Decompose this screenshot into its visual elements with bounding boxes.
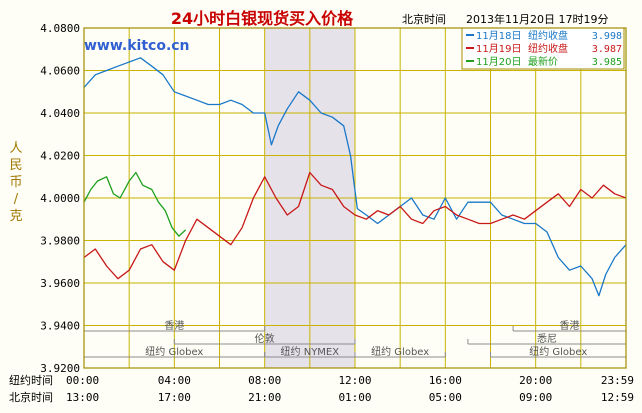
market-label: 纽约 NYMEX (281, 345, 340, 358)
legend-date: 11月19日 (476, 43, 521, 55)
y-tick-label: 3.9800 (40, 235, 80, 248)
y-tick-label: 4.0000 (40, 192, 80, 205)
market-label: 悉尼 (537, 333, 557, 345)
legend: 11月18日 纽约收盘 3.998 11月19日 纽约收盘 3.987 11月20日 最新价 3… (461, 27, 625, 70)
legend-label: 纽约收盘 (528, 42, 568, 55)
x-tick-label: 08:00 (248, 374, 281, 387)
y-tick-label: 4.0200 (40, 150, 80, 163)
y-axis-label-char: / (14, 192, 19, 207)
chart-title: 24小时白银现货买入价格 (171, 9, 354, 28)
y-axis-label: 人民币 / 克 (9, 141, 22, 224)
legend-value: 3.998 (592, 31, 622, 42)
legend-label: 最新价 (528, 55, 558, 68)
x-tick-label: 01:00 (338, 391, 371, 404)
y-tick-label: 4.0400 (40, 107, 80, 120)
x-tick-label: 05:00 (429, 391, 462, 404)
x-tick-label: 16:00 (429, 374, 462, 387)
grid-lines (84, 27, 626, 369)
legend-value: 3.987 (592, 44, 622, 55)
series-line-2 (83, 171, 627, 280)
watermark: www.kitco.cn (84, 38, 190, 54)
timestamp: 2013年11月20日 17时19分 (466, 12, 608, 26)
x-tick-label: 21:00 (248, 391, 281, 404)
legend-value: 3.985 (592, 57, 622, 68)
x-tick-label: 00:00 (66, 374, 99, 387)
y-axis-label-char: 民 (9, 158, 22, 173)
plot-frame (83, 27, 627, 369)
x-tick-label: 04:00 (158, 374, 191, 387)
x-tick-labels: 纽约时间 00:00 04:00 08:00 12:00 16:00 20:00 23:59 北… (9, 373, 634, 404)
market-label: 伦敦 (255, 332, 275, 345)
series-line-1 (83, 57, 627, 297)
market-label: 纽约 Globex (145, 345, 203, 358)
x-tick-label: 23:59 (601, 374, 634, 387)
x-tick-label: 09:00 (519, 391, 552, 404)
market-label: 香港 (560, 320, 580, 332)
y-tick-label: 3.9600 (40, 277, 80, 290)
time-row-label: 北京时间 (9, 390, 53, 404)
series-line-3 (83, 171, 187, 237)
y-axis-label-char: 币 (9, 175, 22, 190)
legend-date: 11月18日 (476, 30, 521, 42)
y-tick-label: 4.0800 (40, 22, 80, 35)
legend-label: 纽约收盘 (528, 29, 568, 42)
legend-box (461, 27, 625, 70)
series-lines (83, 57, 627, 297)
y-axis-label-char: 克 (9, 209, 22, 224)
x-tick-label: 13:00 (66, 391, 99, 404)
legend-date: 11月20日 (476, 56, 521, 68)
x-tick-label: 12:59 (601, 391, 634, 404)
x-tick-label: 17:00 (158, 391, 191, 404)
y-tick-label: 3.9400 (40, 320, 80, 333)
y-axis-label-char: 人 (9, 141, 22, 156)
y-tick-labels: 3.9200 3.9400 3.9600 3.9800 4.0000 4.0200 4.04… (40, 22, 80, 375)
market-label: 纽约 Globex (371, 345, 429, 358)
y-tick-label: 4.0600 (40, 65, 80, 78)
timezone-label: 北京时间 (402, 12, 446, 26)
y-tick-label: 3.9200 (40, 362, 80, 375)
x-tick-label: 12:00 (338, 374, 371, 387)
x-tick-label: 20:00 (519, 374, 552, 387)
market-label: 香港 (164, 320, 184, 332)
time-row-label: 纽约时间 (9, 373, 53, 387)
market-label: 纽约 Globex (529, 345, 587, 358)
